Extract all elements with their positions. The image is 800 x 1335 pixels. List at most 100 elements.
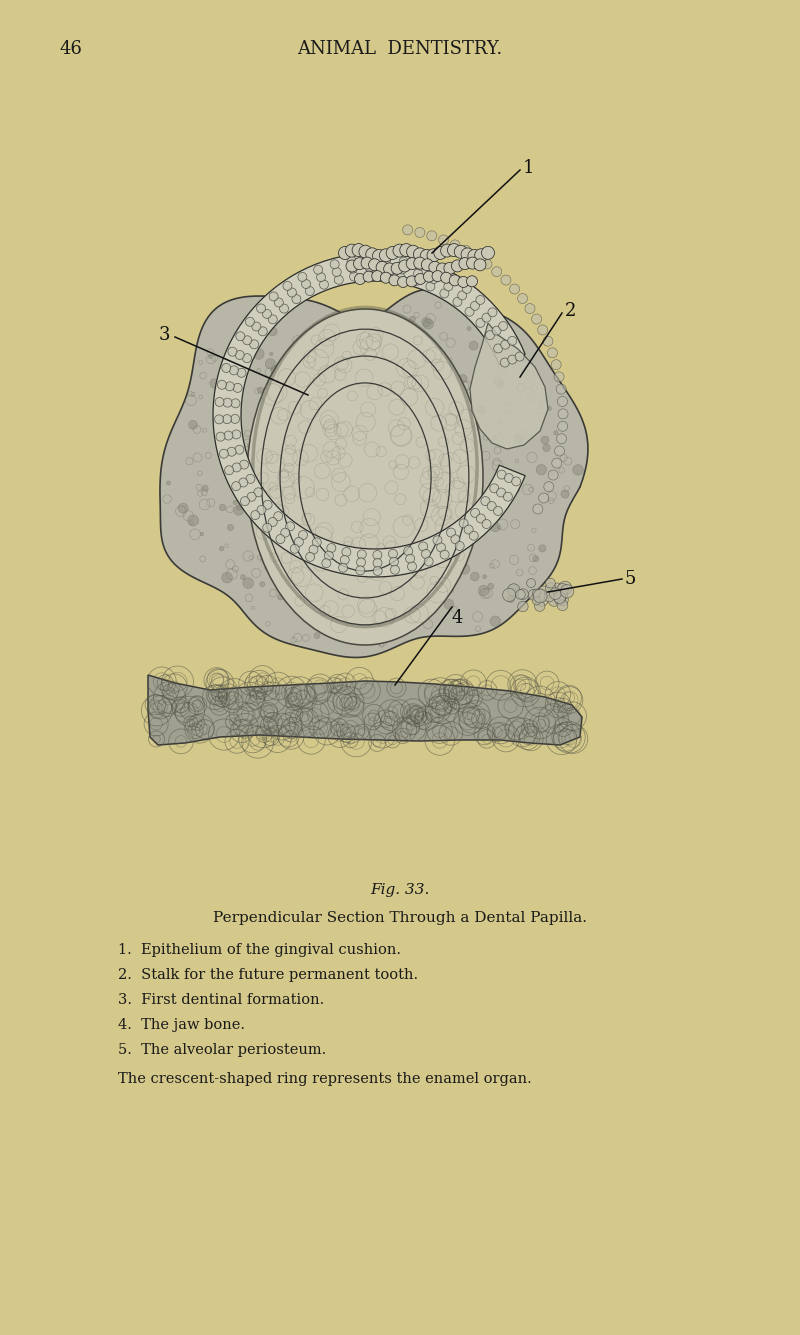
Circle shape <box>270 352 273 355</box>
Circle shape <box>416 487 422 494</box>
Circle shape <box>246 318 254 326</box>
Circle shape <box>470 302 479 310</box>
Circle shape <box>465 307 474 316</box>
Text: Fig. 33.: Fig. 33. <box>370 882 430 897</box>
Circle shape <box>447 243 461 256</box>
Circle shape <box>416 515 419 519</box>
Circle shape <box>448 275 457 284</box>
Circle shape <box>373 250 386 263</box>
Circle shape <box>494 376 503 386</box>
Circle shape <box>283 282 292 291</box>
Circle shape <box>526 578 535 587</box>
Circle shape <box>494 344 502 352</box>
Circle shape <box>309 545 318 554</box>
Circle shape <box>269 292 278 300</box>
Text: 3: 3 <box>158 326 170 344</box>
Circle shape <box>438 235 449 244</box>
Circle shape <box>451 535 460 543</box>
Circle shape <box>232 482 241 491</box>
Circle shape <box>250 340 258 348</box>
Circle shape <box>227 525 234 530</box>
Circle shape <box>306 445 312 451</box>
Circle shape <box>423 435 431 443</box>
Circle shape <box>548 595 560 606</box>
Circle shape <box>490 615 501 626</box>
Circle shape <box>533 589 541 597</box>
Circle shape <box>459 519 468 527</box>
Circle shape <box>361 258 373 270</box>
Circle shape <box>466 258 478 270</box>
Circle shape <box>554 594 566 605</box>
Circle shape <box>482 519 491 529</box>
Circle shape <box>414 258 426 270</box>
Circle shape <box>451 260 463 272</box>
Circle shape <box>398 266 406 274</box>
Circle shape <box>258 387 263 394</box>
Circle shape <box>398 260 410 272</box>
Circle shape <box>444 282 453 291</box>
Circle shape <box>276 386 282 391</box>
Circle shape <box>454 246 467 258</box>
Circle shape <box>418 542 428 551</box>
Circle shape <box>554 591 566 603</box>
Ellipse shape <box>247 308 483 645</box>
Circle shape <box>260 582 265 587</box>
Circle shape <box>297 525 301 529</box>
Circle shape <box>316 621 325 629</box>
Circle shape <box>254 487 262 497</box>
Circle shape <box>287 288 297 296</box>
Circle shape <box>494 506 502 515</box>
Circle shape <box>274 298 283 307</box>
Circle shape <box>359 246 372 258</box>
Circle shape <box>219 546 224 551</box>
Circle shape <box>554 446 565 457</box>
Circle shape <box>226 382 234 391</box>
Circle shape <box>246 474 255 483</box>
Circle shape <box>338 563 348 573</box>
Polygon shape <box>160 290 588 657</box>
Circle shape <box>305 518 308 522</box>
Circle shape <box>470 531 478 541</box>
Circle shape <box>306 287 314 295</box>
Circle shape <box>355 483 363 491</box>
Circle shape <box>319 280 329 290</box>
Circle shape <box>547 348 558 358</box>
Text: The crescent-shaped ring represents the enamel organ.: The crescent-shaped ring represents the … <box>118 1072 532 1085</box>
Circle shape <box>373 550 382 559</box>
Circle shape <box>472 252 482 262</box>
Circle shape <box>238 478 248 487</box>
Circle shape <box>532 597 541 605</box>
Circle shape <box>461 246 471 255</box>
Circle shape <box>541 437 549 445</box>
Circle shape <box>525 303 535 314</box>
Text: 5: 5 <box>625 570 636 587</box>
Circle shape <box>495 338 502 344</box>
Circle shape <box>219 505 226 511</box>
Circle shape <box>573 465 583 475</box>
Circle shape <box>548 470 558 481</box>
Circle shape <box>474 248 488 262</box>
Circle shape <box>209 355 212 359</box>
Circle shape <box>365 263 374 271</box>
Circle shape <box>257 304 266 312</box>
Circle shape <box>258 327 267 336</box>
Circle shape <box>558 396 567 406</box>
Circle shape <box>363 271 374 282</box>
Circle shape <box>340 555 350 565</box>
Circle shape <box>342 433 346 437</box>
Circle shape <box>240 482 246 489</box>
Circle shape <box>464 422 471 429</box>
Circle shape <box>346 260 358 272</box>
Circle shape <box>188 515 198 526</box>
Circle shape <box>218 380 226 390</box>
Circle shape <box>354 274 366 284</box>
Circle shape <box>406 258 418 270</box>
Circle shape <box>458 276 469 287</box>
Circle shape <box>436 263 448 275</box>
Circle shape <box>232 430 241 439</box>
Circle shape <box>334 275 343 284</box>
Circle shape <box>396 272 405 282</box>
Circle shape <box>262 310 271 318</box>
Circle shape <box>432 271 443 282</box>
Circle shape <box>390 565 399 574</box>
